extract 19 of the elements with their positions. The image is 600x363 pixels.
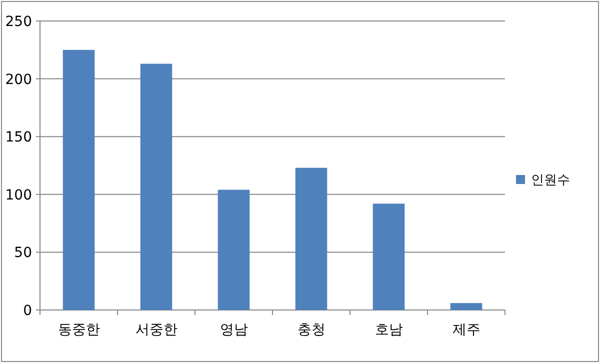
x-tick-label: 영남 (220, 322, 248, 338)
y-tick-label: 50 (14, 245, 32, 262)
y-tick-label: 0 (23, 303, 32, 319)
y-tick-label: 200 (5, 72, 32, 88)
bar (62, 50, 95, 310)
y-tick-label: 100 (5, 187, 32, 204)
x-tick-label: 호남 (374, 322, 403, 338)
x-tick-label: 서중한 (135, 322, 178, 338)
x-tick-label: 제주 (452, 322, 480, 338)
bar (450, 303, 482, 310)
x-tick-label: 동중한 (58, 322, 100, 338)
bar (218, 190, 250, 310)
bar (140, 64, 172, 310)
y-tick-label: 150 (5, 130, 32, 146)
legend-label: 인원수 (531, 173, 570, 188)
y-tick-label: 250 (5, 14, 32, 30)
bar (372, 204, 405, 310)
x-tick-label: 충청 (297, 322, 326, 338)
bar (295, 168, 328, 310)
